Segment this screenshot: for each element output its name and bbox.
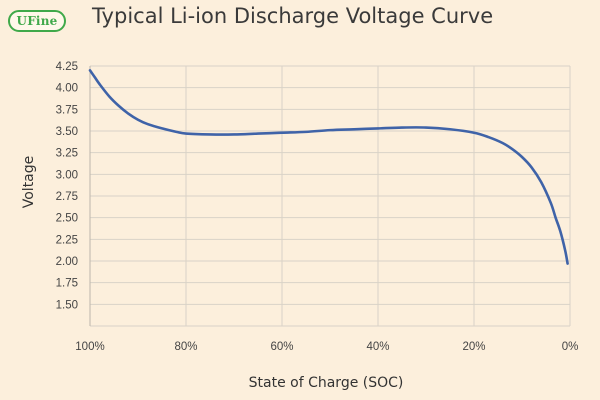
- y-tick-label: 1.75: [56, 278, 78, 290]
- series-layer: [88, 69, 569, 265]
- y-tick-label: 3.25: [56, 148, 78, 160]
- y-axis-title: Voltage: [21, 156, 37, 209]
- ufine-logo: UFine: [8, 10, 66, 32]
- logo-text: UFine: [16, 14, 58, 28]
- y-tick-label: 3.00: [56, 169, 78, 181]
- x-tick-label: 80%: [174, 341, 197, 353]
- y-tick-label: 4.25: [56, 61, 78, 73]
- y-tick-label: 2.25: [56, 234, 78, 246]
- y-tick-labels: 4.25 4.00 3.75 3.50 3.25 3.00 2.75 2.50 2.25 2.00…: [56, 61, 78, 311]
- x-tick-label: 100%: [75, 341, 104, 353]
- chart-title: Typical Li-ion Discharge Voltage Curve: [92, 4, 494, 28]
- voltage-series-line: [88, 69, 569, 265]
- x-axis-title: State of Charge (SOC): [249, 375, 404, 391]
- x-tick-labels: 100% 80% 60% 40% 20% 0%: [75, 341, 578, 353]
- y-tick-label: 2.75: [56, 191, 78, 203]
- y-tick-label: 2.00: [56, 256, 78, 268]
- x-tick-label: 0%: [562, 341, 579, 353]
- y-tick-label: 1.50: [56, 299, 78, 311]
- y-tick-label: 4.00: [56, 83, 78, 95]
- y-tick-label: 3.75: [56, 104, 78, 116]
- y-tick-label: 2.50: [56, 213, 78, 225]
- grid-lines: [89, 65, 571, 327]
- y-tick-label: 3.50: [56, 126, 78, 138]
- x-tick-label: 40%: [366, 341, 389, 353]
- x-tick-label: 60%: [270, 341, 293, 353]
- x-tick-label: 20%: [462, 341, 485, 353]
